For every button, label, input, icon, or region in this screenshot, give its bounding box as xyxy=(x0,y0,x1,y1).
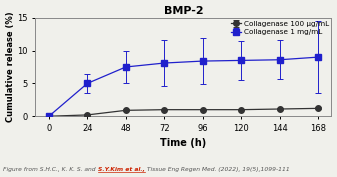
X-axis label: Time (h): Time (h) xyxy=(160,138,207,149)
Text: S.Y.Kim et al.,: S.Y.Kim et al., xyxy=(98,167,145,172)
Legend: Collagenase 100 μg/mL, Collagenase 1 mg/mL: Collagenase 100 μg/mL, Collagenase 1 mg/… xyxy=(229,19,331,36)
Y-axis label: Cumulative release (%): Cumulative release (%) xyxy=(5,12,14,122)
Text: Figure from S.H.C., K. K. S. and: Figure from S.H.C., K. K. S. and xyxy=(3,167,98,172)
Title: BMP-2: BMP-2 xyxy=(164,5,203,16)
Text: Tissue Eng Regen Med. (2022), 19(5),1099-111: Tissue Eng Regen Med. (2022), 19(5),1099… xyxy=(145,167,289,172)
